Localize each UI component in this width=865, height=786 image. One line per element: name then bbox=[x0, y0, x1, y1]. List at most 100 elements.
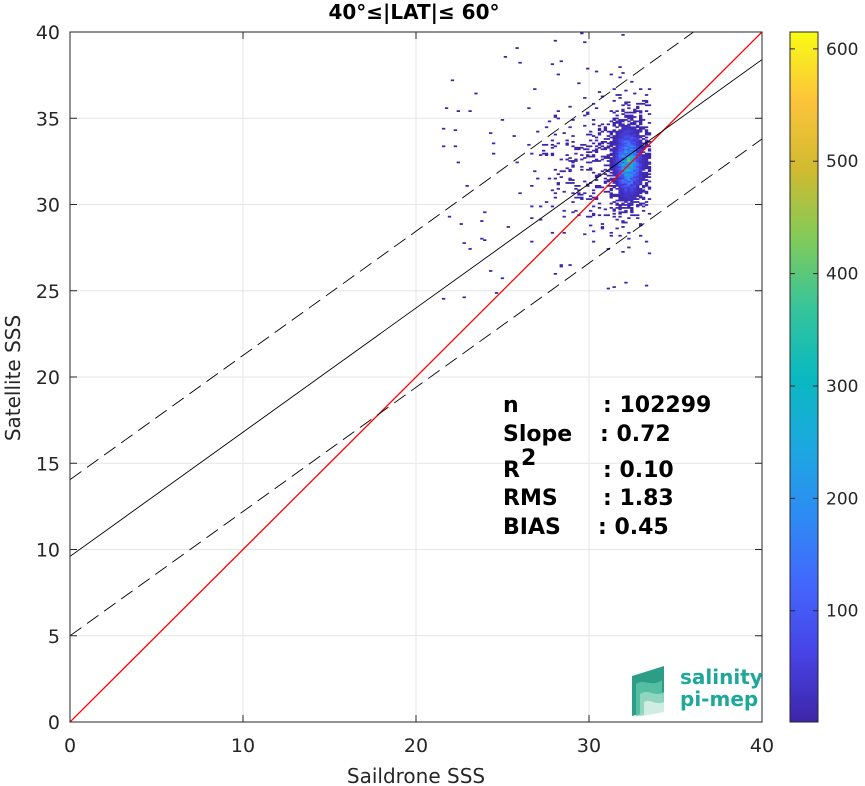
density-cell bbox=[624, 152, 628, 155]
density-cell bbox=[591, 119, 596, 121]
density-cell bbox=[606, 154, 610, 156]
density-cell bbox=[627, 143, 631, 146]
density-cell bbox=[580, 146, 584, 149]
density-cell bbox=[647, 170, 652, 173]
density-cell bbox=[630, 185, 634, 187]
density-cell bbox=[647, 88, 652, 91]
density-cell bbox=[539, 218, 543, 221]
density-cell bbox=[636, 149, 640, 152]
density-cell bbox=[638, 196, 643, 199]
density-cell bbox=[638, 171, 643, 174]
density-cell bbox=[594, 185, 599, 187]
density-cell bbox=[574, 158, 578, 161]
density-cell bbox=[615, 218, 619, 221]
density-cell bbox=[630, 193, 634, 196]
density-cell bbox=[627, 217, 631, 220]
density-cell bbox=[621, 189, 625, 192]
density-cell bbox=[583, 157, 587, 159]
density-cell bbox=[630, 154, 634, 156]
density-cell bbox=[556, 110, 560, 112]
density-cell bbox=[638, 130, 643, 133]
density-cell bbox=[565, 143, 569, 146]
density-cell bbox=[606, 146, 610, 149]
density-cell bbox=[618, 212, 622, 215]
density-cell bbox=[621, 133, 625, 136]
density-cell bbox=[630, 130, 634, 133]
density-cell bbox=[638, 142, 643, 145]
density-cell bbox=[550, 154, 555, 156]
density-cell bbox=[624, 187, 628, 190]
density-cell bbox=[462, 242, 466, 244]
tick-marks bbox=[69, 31, 763, 723]
density-cell bbox=[636, 110, 640, 112]
density-cell bbox=[618, 205, 622, 208]
density-cell bbox=[612, 99, 616, 102]
density-cell bbox=[636, 145, 640, 148]
density-cell bbox=[618, 138, 622, 140]
density-cell bbox=[553, 39, 558, 42]
density-cell bbox=[609, 164, 613, 167]
density-cell bbox=[541, 143, 546, 146]
density-cell bbox=[589, 224, 593, 227]
stat-value: : 0.10 bbox=[603, 458, 674, 483]
density-cell bbox=[618, 120, 622, 123]
density-cell bbox=[630, 192, 634, 195]
density-cell bbox=[641, 196, 646, 199]
density-cell bbox=[621, 199, 625, 202]
density-cell bbox=[594, 107, 599, 110]
density-cell bbox=[638, 136, 643, 139]
density-cell bbox=[621, 160, 625, 162]
density-cell bbox=[618, 183, 622, 186]
density-cell bbox=[553, 177, 558, 180]
density-cell bbox=[627, 145, 631, 148]
density-cell bbox=[612, 119, 616, 121]
density-cell bbox=[644, 158, 649, 161]
density-cell bbox=[638, 173, 643, 176]
density-cell bbox=[580, 198, 584, 200]
density-cell bbox=[644, 167, 649, 170]
density-cell bbox=[638, 143, 643, 146]
density-cell bbox=[574, 209, 578, 212]
density-cell bbox=[633, 182, 637, 184]
density-cell bbox=[621, 167, 625, 170]
density-cell bbox=[638, 139, 643, 142]
density-cell bbox=[453, 129, 458, 132]
density-cell bbox=[630, 204, 634, 206]
density-cell bbox=[627, 130, 631, 133]
y-tick-label: 40 bbox=[36, 22, 60, 44]
density-cell bbox=[594, 145, 599, 148]
density-cell bbox=[627, 196, 631, 199]
density-cell bbox=[638, 164, 643, 167]
density-cell bbox=[618, 174, 622, 177]
density-cell bbox=[577, 146, 581, 149]
density-cell bbox=[591, 149, 596, 152]
density-cell bbox=[630, 201, 634, 203]
density-cell bbox=[647, 113, 652, 115]
density-cell bbox=[624, 154, 628, 156]
density-cell bbox=[565, 139, 569, 142]
density-cell bbox=[612, 143, 616, 146]
density-cell bbox=[568, 105, 572, 108]
density-cell bbox=[565, 158, 569, 161]
density-cell bbox=[597, 142, 602, 145]
density-cell bbox=[612, 130, 616, 133]
density-cell bbox=[606, 164, 610, 167]
density-cell bbox=[615, 164, 619, 167]
density-cell bbox=[621, 143, 625, 146]
salinity-pimep-logo: salinity pi-mep bbox=[632, 665, 763, 716]
density-cell bbox=[591, 135, 596, 137]
density-cell bbox=[565, 154, 569, 156]
density-cell bbox=[633, 152, 637, 155]
density-cell bbox=[641, 142, 646, 145]
density-cell bbox=[624, 201, 628, 203]
density-cell bbox=[600, 141, 605, 143]
density-cell bbox=[630, 123, 634, 126]
density-cell bbox=[618, 133, 622, 136]
density-cell bbox=[624, 185, 628, 187]
density-cell bbox=[580, 196, 584, 199]
density-cell bbox=[606, 135, 610, 137]
density-cell bbox=[633, 129, 637, 132]
density-cell bbox=[615, 202, 619, 205]
density-cell bbox=[638, 182, 643, 184]
density-cell bbox=[630, 129, 634, 132]
